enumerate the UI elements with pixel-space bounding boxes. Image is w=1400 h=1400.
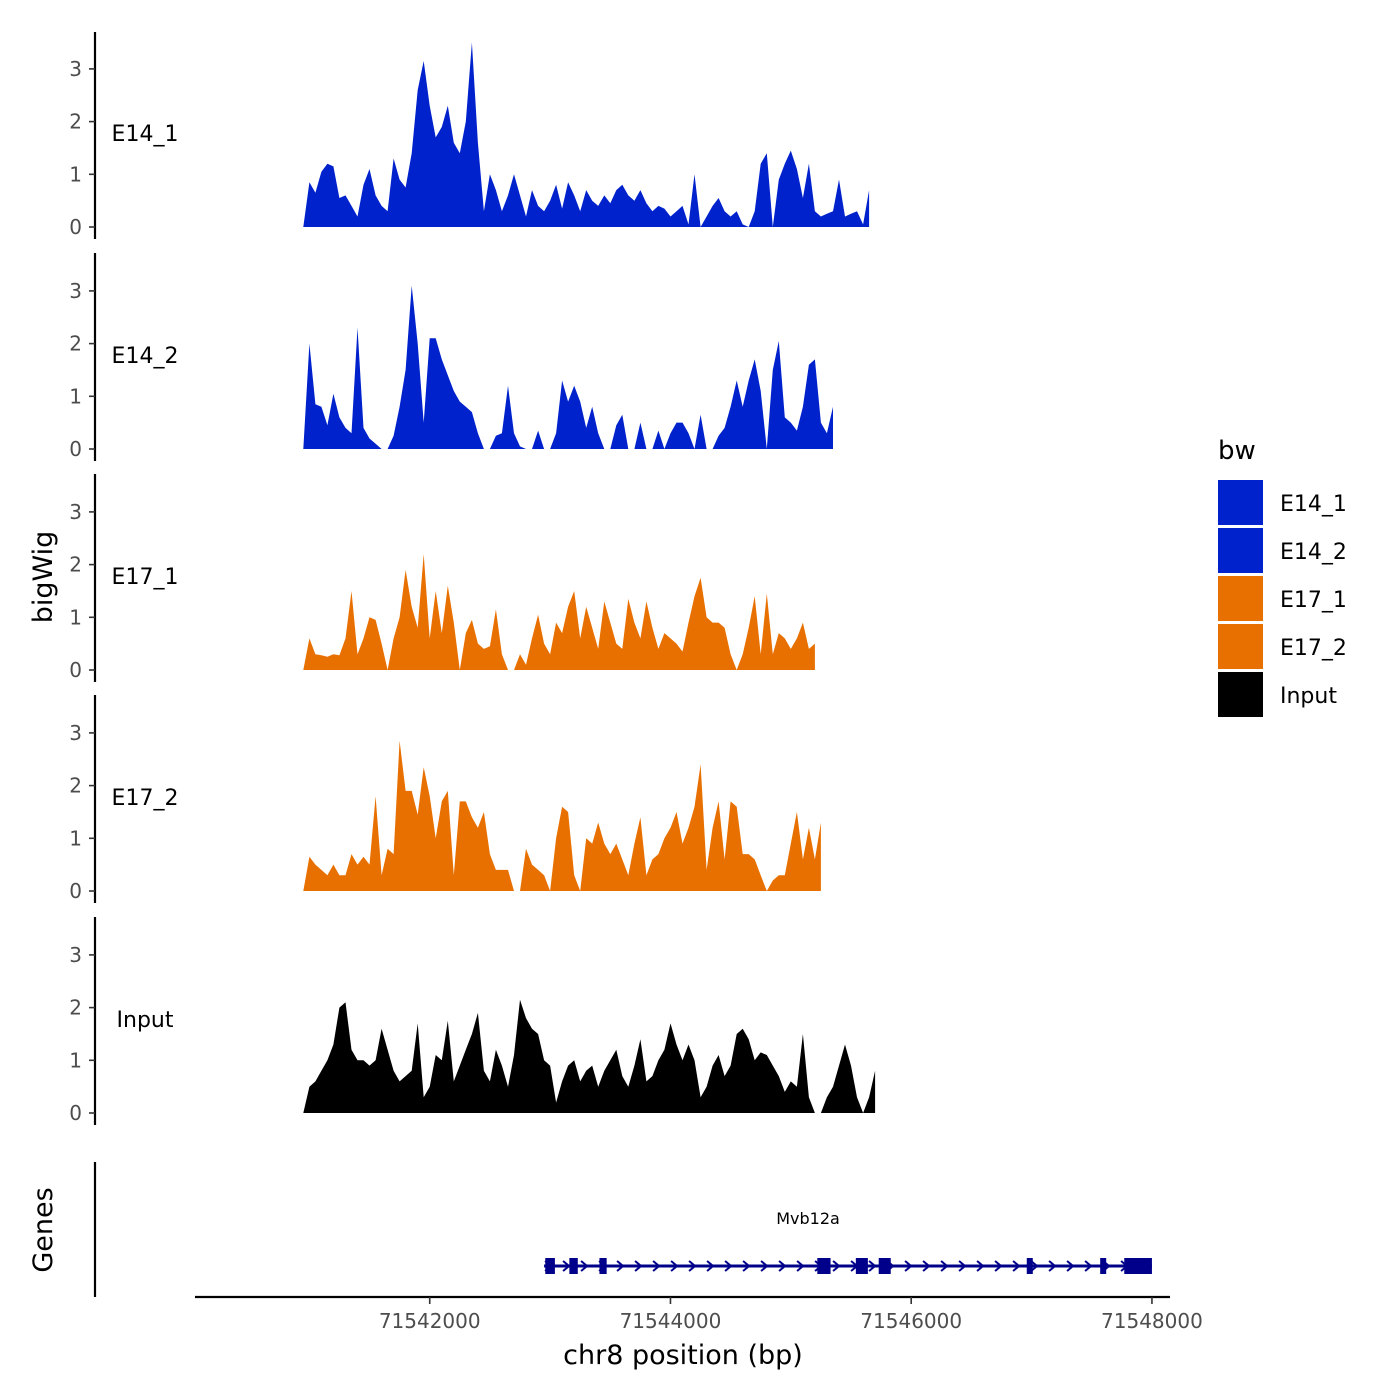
area-e17_1 bbox=[303, 554, 815, 670]
exon bbox=[817, 1258, 831, 1274]
area-e14_1 bbox=[303, 42, 870, 227]
area-input bbox=[303, 999, 876, 1113]
legend-label: Input bbox=[1280, 684, 1337, 709]
exon bbox=[855, 1258, 868, 1274]
x-tick-label: 71544000 bbox=[620, 1309, 722, 1333]
gene-track: Mvb12a bbox=[93, 1162, 1152, 1297]
track-label: Input bbox=[117, 1008, 174, 1033]
area-e17_2 bbox=[303, 740, 821, 891]
x-axis: 71542000 71544000 71546000 71548000 bbox=[195, 1295, 1203, 1333]
x-tick-label: 71546000 bbox=[860, 1309, 962, 1333]
strand-arrow bbox=[940, 1260, 949, 1272]
strand-arrow bbox=[1030, 1260, 1039, 1272]
exon bbox=[878, 1258, 891, 1274]
strand-arrow bbox=[742, 1260, 751, 1272]
strand-arrow bbox=[1066, 1260, 1075, 1272]
strand-arrow bbox=[760, 1260, 769, 1272]
strand-arrow bbox=[778, 1260, 787, 1272]
strand-arrow bbox=[688, 1260, 697, 1272]
track-e14_2: 0 1 2 3 E14_2 bbox=[69, 253, 833, 461]
legend: bw E14_1 E14_2 E17_1 E17_2 Input bbox=[1218, 436, 1347, 717]
legend-key-e14_1 bbox=[1218, 480, 1263, 525]
strand-arrow bbox=[1048, 1260, 1057, 1272]
y-tick-label: 2 bbox=[69, 553, 82, 577]
y-tick-label: 3 bbox=[69, 943, 82, 967]
track-e17_2: 0 1 2 3 E17_2 bbox=[69, 695, 821, 903]
strand-arrow bbox=[976, 1260, 985, 1272]
y-tick-label: 2 bbox=[69, 996, 82, 1020]
y-tick-label: 1 bbox=[69, 605, 82, 629]
y-tick-label: 0 bbox=[69, 879, 82, 903]
strand-arrow bbox=[562, 1260, 571, 1272]
x-tick-label: 71542000 bbox=[379, 1309, 481, 1333]
legend-key-e17_2 bbox=[1218, 624, 1263, 669]
y-tick-label: 0 bbox=[69, 437, 82, 461]
exon bbox=[569, 1258, 578, 1274]
y-tick-label: 0 bbox=[69, 215, 82, 239]
y-tick-label: 2 bbox=[69, 110, 82, 134]
strand-arrow bbox=[796, 1260, 805, 1272]
legend-label: E14_1 bbox=[1280, 492, 1347, 517]
y-axis-title: bigWig bbox=[28, 531, 59, 624]
y-tick-label: 3 bbox=[69, 500, 82, 524]
y-tick-label: 2 bbox=[69, 774, 82, 798]
legend-key-input bbox=[1218, 672, 1263, 717]
strand-arrow bbox=[1084, 1260, 1093, 1272]
legend-key-e17_1 bbox=[1218, 576, 1263, 621]
y-tick-label: 1 bbox=[69, 384, 82, 408]
y-tick-label: 3 bbox=[69, 279, 82, 303]
legend-label: E17_1 bbox=[1280, 588, 1347, 613]
strand-arrow bbox=[832, 1260, 841, 1272]
strand-arrow bbox=[904, 1260, 913, 1272]
track-label: E14_2 bbox=[112, 344, 179, 369]
gene-track-title: Genes bbox=[28, 1187, 59, 1272]
legend-label: E17_2 bbox=[1280, 636, 1347, 661]
legend-title: bw bbox=[1218, 436, 1256, 466]
track-e14_1: 0 1 2 3 E14_1 bbox=[69, 32, 870, 239]
strand-arrow bbox=[580, 1260, 589, 1272]
track-label: E17_1 bbox=[112, 565, 179, 590]
legend-key-e14_2 bbox=[1218, 528, 1263, 573]
y-tick-label: 0 bbox=[69, 658, 82, 682]
area-e14_2 bbox=[303, 285, 833, 449]
track-input: 0 1 2 3 Input bbox=[69, 917, 876, 1125]
strand-arrow bbox=[724, 1260, 733, 1272]
y-tick-label: 3 bbox=[69, 721, 82, 745]
track-label: E14_1 bbox=[112, 122, 179, 147]
strand-arrow bbox=[616, 1260, 625, 1272]
exon bbox=[1100, 1258, 1107, 1274]
x-axis-title: chr8 position (bp) bbox=[563, 1340, 803, 1371]
strand-arrow bbox=[868, 1260, 877, 1272]
strand-arrow bbox=[670, 1260, 679, 1272]
strand-arrow bbox=[706, 1260, 715, 1272]
y-tick-label: 0 bbox=[69, 1101, 82, 1125]
track-label: E17_2 bbox=[112, 786, 179, 811]
strand-arrow bbox=[652, 1260, 661, 1272]
legend-label: E14_2 bbox=[1280, 540, 1347, 565]
exon bbox=[1026, 1258, 1033, 1274]
strand-arrow bbox=[958, 1260, 967, 1272]
y-tick-label: 1 bbox=[69, 162, 82, 186]
y-tick-label: 3 bbox=[69, 57, 82, 81]
strand-arrow bbox=[1012, 1260, 1021, 1272]
exon bbox=[599, 1258, 607, 1274]
y-tick-label: 1 bbox=[69, 826, 82, 850]
bigwig-tracks: 0 1 2 3 E14_1 0 1 2 3 E14_2 0 1 2 3 E17_1 0 1 2 3 E17_2 0 1 2 3… bbox=[69, 32, 876, 1125]
strand-arrow bbox=[634, 1260, 643, 1272]
y-tick-label: 1 bbox=[69, 1048, 82, 1072]
strand-arrow bbox=[922, 1260, 931, 1272]
y-tick-label: 2 bbox=[69, 332, 82, 356]
exon bbox=[545, 1258, 555, 1274]
exon bbox=[1124, 1258, 1152, 1274]
gene-name-label: Mvb12a bbox=[776, 1209, 840, 1228]
strand-arrow bbox=[994, 1260, 1003, 1272]
track-e17_1: 0 1 2 3 E17_1 bbox=[69, 474, 815, 682]
x-tick-label: 71548000 bbox=[1101, 1309, 1203, 1333]
